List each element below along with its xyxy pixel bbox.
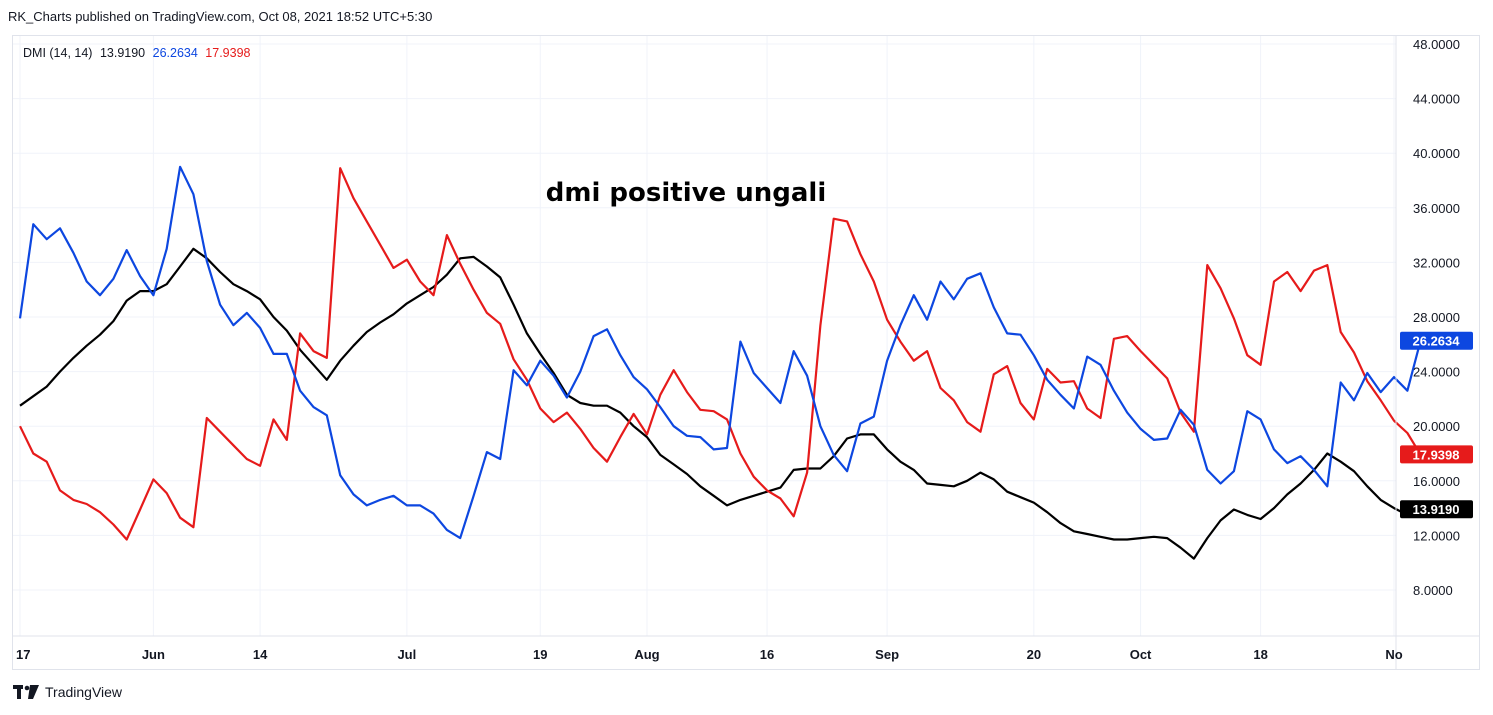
legend-adx-value: 13.9190: [99, 46, 146, 60]
x-tick-label: Sep: [875, 647, 899, 662]
minus-di-last-value-badge: [1400, 445, 1473, 464]
legend-minus-di-value: 17.9398: [205, 46, 251, 60]
y-tick-label: 16.0000: [1413, 474, 1460, 489]
y-tick-label: 32.0000: [1413, 255, 1460, 270]
x-tick-label: 19: [533, 647, 547, 662]
plus-di-last-value-badge: [1400, 331, 1473, 350]
y-tick-label: 24.0000: [1413, 365, 1460, 380]
legend-plus-di-value: 26.2634: [152, 46, 198, 60]
minus-di-line: [19, 167, 1422, 541]
y-tick-label: 48.0000: [1413, 37, 1460, 52]
tradingview-logo-icon: [13, 685, 39, 699]
x-tick-label: 18: [1253, 647, 1267, 662]
y-tick-label: 20.0000: [1413, 419, 1460, 434]
grid: [13, 36, 1396, 636]
chart-annotation[interactable]: dmi positive ungali: [546, 178, 827, 208]
y-tick-label: 28.0000: [1413, 310, 1460, 325]
adx-last-value-text: 13.9190: [1413, 502, 1460, 517]
adx-line: [19, 247, 1422, 560]
minus-di-last-value-text: 17.9398: [1413, 447, 1460, 462]
y-tick-label: 8.0000: [1413, 583, 1453, 598]
x-tick-label: Aug: [634, 647, 659, 662]
x-tick-label: 16: [760, 647, 774, 662]
plus-di-line: [18, 165, 1422, 540]
chart-frame: [12, 35, 1480, 670]
publish-header: RK_Charts published on TradingView.com, …: [8, 9, 433, 24]
time-axis: 17 Jun 14 Jul 19 Aug 16 Sep 20 Oct 18 No: [13, 635, 1479, 662]
x-tick-label: Jul: [397, 647, 416, 662]
x-tick-label: 14: [253, 647, 268, 662]
x-tick-label: Oct: [1130, 647, 1152, 662]
last-value-labels: 26.2634 17.9398 13.9190: [1400, 331, 1473, 519]
x-tick-label: 20: [1027, 647, 1041, 662]
y-tick-label: 40.0000: [1413, 146, 1460, 161]
price-axis: 48.0000 44.0000 40.0000 36.0000 32.0000 28.00…: [1395, 36, 1460, 669]
indicator-legend[interactable]: DMI (14, 14) 13.9190 26.2634 17.9398: [23, 46, 254, 60]
series-lines: [18, 165, 1422, 560]
x-tick-label: Jun: [142, 647, 165, 662]
x-tick-label: 17: [16, 647, 30, 662]
y-tick-label: 36.0000: [1413, 201, 1460, 216]
footer-brand[interactable]: TradingView: [13, 684, 122, 700]
x-tick-label: No: [1385, 647, 1402, 662]
adx-last-value-badge: [1400, 500, 1473, 519]
y-tick-label: 12.0000: [1413, 528, 1460, 543]
brand-name: TradingView: [45, 684, 123, 700]
plus-di-last-value-text: 26.2634: [1413, 334, 1461, 349]
legend-indicator-name: DMI (14, 14): [23, 46, 93, 60]
y-tick-label: 44.0000: [1413, 92, 1460, 107]
